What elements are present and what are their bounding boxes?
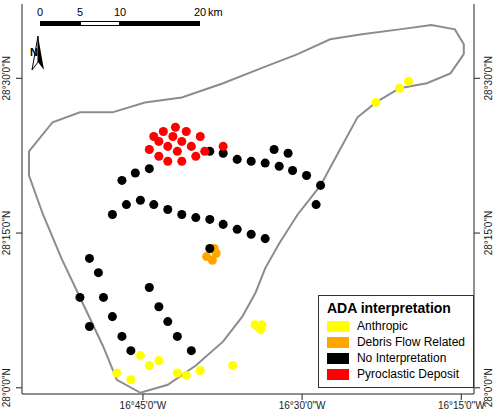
svg-text:28°0'0"N: 28°0'0"N [8,368,12,407]
svg-text:28°15'0"N: 28°15'0"N [8,211,12,256]
html-text:10: 10 [113,6,127,18]
html-text:ADA interpretation: ADA interpretation [327,300,451,316]
svg-text:28°30'0"N: 28°30'0"N [483,56,492,101]
svg-text:28°30'0"N: 28°30'0"N [8,56,12,101]
html-text:Anthropic: Anthropic [357,319,408,333]
html-text:No Interpretation: No Interpretation [357,351,447,365]
html-text:20 km: 20 km [193,6,223,18]
svg-text:28°0'0"N: 28°0'0"N [483,368,492,407]
svg-text:16°45'0"W: 16°45'0"W [120,400,167,411]
svg-text:28°15'0"N: 28°15'0"N [483,211,492,256]
svg-text:16°15'0"W: 16°15'0"W [438,400,485,411]
html-text:5: 5 [76,6,84,18]
html-text:N: N [30,46,38,58]
html-text:Debris Flow Related: Debris Flow Related [357,335,465,349]
html-text:0: 0 [36,6,44,18]
svg-text:16°30'0"W: 16°30'0"W [279,400,326,411]
html-text:Pyroclastic Deposit: Pyroclastic Deposit [357,367,459,381]
